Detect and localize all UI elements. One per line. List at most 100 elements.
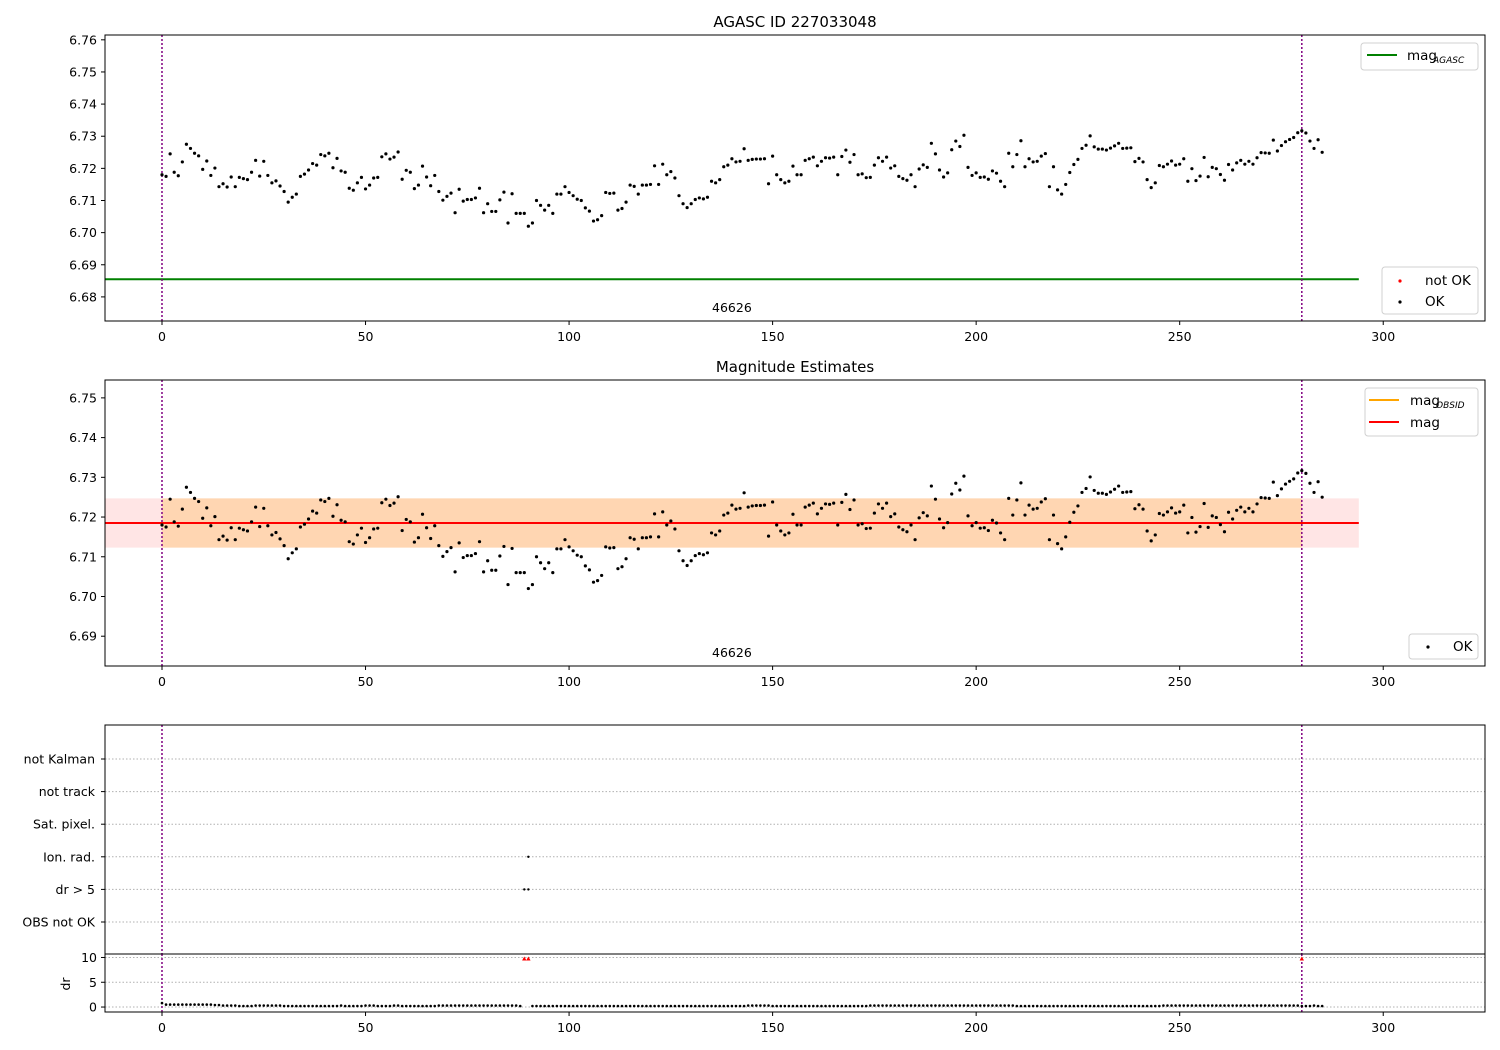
data-point xyxy=(510,546,514,551)
dr-point xyxy=(551,1004,555,1008)
data-point xyxy=(262,159,266,163)
data-point xyxy=(1084,486,1088,491)
data-point xyxy=(160,523,164,527)
dr-point xyxy=(1064,1004,1068,1008)
dr-point xyxy=(738,1004,742,1008)
dr-point xyxy=(258,1004,261,1007)
panel-agasc-yticks: 6.68 6.69 6.70 6.71 6.72 6.73 6.74 6.75 6.76 xyxy=(69,32,105,304)
data-point xyxy=(262,506,266,510)
x-tick-label: 100 xyxy=(557,329,581,344)
data-point xyxy=(343,170,347,174)
data-point xyxy=(1125,490,1129,494)
dr-point xyxy=(197,1003,200,1006)
data-point xyxy=(795,523,799,527)
data-point xyxy=(343,520,347,524)
dr-point xyxy=(1088,1004,1092,1008)
data-point xyxy=(836,523,840,527)
dr-point xyxy=(657,1004,660,1008)
data-point xyxy=(779,178,783,182)
data-point xyxy=(1023,165,1027,169)
data-point xyxy=(998,531,1003,535)
data-point xyxy=(1316,480,1320,484)
data-point xyxy=(913,538,917,542)
data-point xyxy=(901,177,905,181)
data-point xyxy=(799,173,803,177)
legend-frame xyxy=(1381,266,1479,315)
dr-point xyxy=(494,1004,498,1007)
data-point xyxy=(595,578,600,583)
data-point xyxy=(978,526,982,530)
dr-point xyxy=(1206,1004,1210,1007)
dr-point xyxy=(364,1004,367,1007)
dr-point xyxy=(1056,1004,1059,1008)
dr-point xyxy=(1076,1004,1080,1008)
data-point xyxy=(311,161,315,166)
dr-point xyxy=(486,1004,489,1007)
data-point xyxy=(1137,503,1141,507)
data-point xyxy=(1092,488,1096,493)
data-point xyxy=(754,503,758,508)
data-point xyxy=(192,496,197,500)
dr-point xyxy=(1023,1004,1027,1008)
data-point xyxy=(1194,530,1198,534)
y-tick-label: 0 xyxy=(89,1000,97,1015)
dr-point xyxy=(1031,1004,1035,1008)
data-point xyxy=(160,173,164,177)
data-point xyxy=(437,544,441,548)
data-point xyxy=(359,175,364,179)
data-point xyxy=(1243,162,1247,166)
data-point xyxy=(388,503,392,508)
dr-point xyxy=(909,1004,913,1007)
data-point xyxy=(538,561,543,565)
data-point xyxy=(551,571,555,575)
dr-point xyxy=(1296,1004,1300,1007)
data-point xyxy=(1035,159,1039,163)
dr-point xyxy=(860,1004,864,1008)
data-point xyxy=(1214,515,1218,520)
dr-point xyxy=(380,1004,384,1008)
dr-point xyxy=(1280,1004,1283,1007)
data-point xyxy=(990,169,995,173)
data-point xyxy=(832,155,836,159)
dr-point xyxy=(502,1004,506,1007)
data-point xyxy=(1035,506,1039,510)
data-point xyxy=(420,164,425,168)
data-point xyxy=(673,176,677,180)
dr-point xyxy=(917,1004,921,1007)
data-point xyxy=(673,527,677,531)
data-point xyxy=(1178,510,1182,514)
y-tick-label: 10 xyxy=(81,950,97,965)
dr-point xyxy=(1039,1004,1043,1008)
data-point xyxy=(579,198,583,203)
dr-point xyxy=(775,1004,778,1008)
dr-point xyxy=(816,1004,819,1008)
data-point xyxy=(339,169,343,173)
data-point xyxy=(787,179,791,183)
flag-label: not Kalman xyxy=(24,752,95,767)
dr-point xyxy=(1052,1004,1055,1008)
data-point xyxy=(306,168,311,172)
dr-point xyxy=(742,1004,746,1008)
data-point xyxy=(1121,146,1125,151)
data-point xyxy=(1308,139,1312,143)
dr-point xyxy=(624,1004,628,1008)
dr-point xyxy=(1101,1004,1104,1008)
panel-agasc-frame xyxy=(104,34,1486,322)
data-point xyxy=(1092,145,1096,149)
data-point xyxy=(701,197,706,201)
data-point xyxy=(958,488,962,492)
data-point xyxy=(1243,510,1247,514)
data-point xyxy=(697,196,701,200)
data-point xyxy=(1251,162,1255,166)
data-point xyxy=(868,526,872,530)
data-point xyxy=(648,535,653,539)
dr-point xyxy=(848,1004,852,1008)
dr-point xyxy=(604,1004,608,1008)
data-point xyxy=(925,514,929,518)
data-point xyxy=(502,544,506,549)
data-point xyxy=(750,504,754,508)
y-tick-label: 6.72 xyxy=(69,510,97,525)
y-tick-label: 5 xyxy=(89,975,97,990)
data-point xyxy=(420,512,425,516)
data-point xyxy=(469,553,473,558)
